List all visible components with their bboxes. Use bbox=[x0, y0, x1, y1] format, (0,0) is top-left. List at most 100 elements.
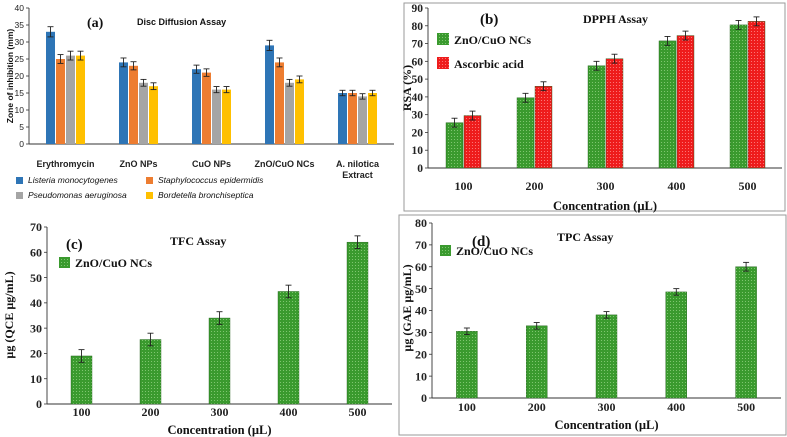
panel-d-tpc: 0 10 20 30 40 50 60 70 80 100 200 300 400 500 TPC Assa… bbox=[400, 216, 781, 432]
x-axis-label: Concentration (µL) bbox=[167, 423, 271, 437]
error-bar-bordetella-bronchiseptica-zno-cuo-ncs bbox=[296, 75, 303, 84]
y-tick-label: 40 bbox=[412, 92, 424, 104]
bar-zno-cuo-ncs-100 bbox=[445, 122, 464, 169]
x-tick-label: 500 bbox=[737, 400, 755, 414]
error-bar-zno-cuo-ncs-200 bbox=[147, 332, 154, 347]
x-tick-label: 200 bbox=[528, 400, 546, 414]
bar-zno-cuo-ncs-200 bbox=[139, 339, 162, 405]
error-bar-zno-cuo-ncs-200 bbox=[533, 322, 540, 330]
y-axis-label: µg (GAE µg/mL) bbox=[400, 264, 414, 351]
bar-bordetella-bronchiseptica-cuo-nps bbox=[222, 89, 231, 144]
error-bar-pseudomonas-aeruginosa-a-nilotica-extract bbox=[359, 93, 366, 100]
panel-d-frame bbox=[398, 214, 787, 436]
panel-tag: (a) bbox=[87, 16, 104, 31]
bar-zno-cuo-ncs-400 bbox=[665, 291, 687, 399]
y-tick-label: 50 bbox=[30, 271, 42, 285]
y-tick-label: 40 bbox=[30, 296, 42, 310]
legend-label-ascorbic-acid: Ascorbic acid bbox=[454, 57, 524, 71]
panel-b-frame bbox=[403, 2, 786, 212]
y-tick-label: 30 bbox=[415, 326, 427, 340]
legend-label-zno-cuo-ncs: ZnO/CuO NCs bbox=[456, 244, 533, 258]
y-tick-label: 50 bbox=[412, 74, 424, 86]
y-tick-label: 40 bbox=[15, 3, 25, 13]
y-tick-label: 60 bbox=[412, 56, 424, 68]
bar-listeria-monocytogenes-a-nilotica-extract bbox=[338, 93, 347, 144]
y-tick-label: 10 bbox=[412, 145, 424, 157]
bar-listeria-monocytogenes-erythromycin bbox=[46, 31, 55, 144]
panel-tag: (d) bbox=[472, 234, 490, 250]
x-tick-label: 500 bbox=[739, 179, 757, 193]
x-tick-label: 300 bbox=[597, 179, 615, 193]
y-tick-label: 30 bbox=[30, 321, 42, 335]
error-bar-bordetella-bronchiseptica-erythromycin bbox=[77, 50, 84, 61]
y-tick-label: 0 bbox=[36, 397, 42, 411]
error-bar-zno-cuo-ncs-200 bbox=[522, 92, 529, 103]
error-bar-zno-cuo-ncs-400 bbox=[664, 35, 671, 46]
error-bar-listeria-monocytogenes-cuo-nps bbox=[193, 64, 200, 74]
error-bar-zno-cuo-ncs-400 bbox=[285, 284, 292, 299]
bar-zno-cuo-ncs-400 bbox=[277, 291, 300, 405]
legend: Listeria monocytogenes Staphylococcus epi… bbox=[16, 175, 264, 200]
legend-label-listeria-monocytogenes: Listeria monocytogenes bbox=[28, 175, 119, 185]
panel-tag: (b) bbox=[480, 12, 498, 28]
error-bar-zno-cuo-ncs-100 bbox=[451, 117, 458, 128]
y-tick-label: 0 bbox=[417, 163, 423, 175]
bar-staphylococcus-epidermidis-cuo-nps bbox=[202, 72, 211, 144]
y-axis-label: µg (QCE µg/mL) bbox=[2, 271, 16, 358]
bar-pseudomonas-aeruginosa-erythromycin bbox=[66, 55, 75, 144]
error-bar-zno-cuo-ncs-100 bbox=[463, 327, 470, 336]
error-bar-zno-cuo-ncs-500 bbox=[354, 235, 361, 249]
legend-label-staphylococcus-epidermidis: Staphylococcus epidermidis bbox=[158, 175, 264, 185]
bar-pseudomonas-aeruginosa-a-nilotica-extract bbox=[358, 96, 367, 144]
x-tick-label: 400 bbox=[668, 179, 686, 193]
bar-zno-cuo-ncs-500 bbox=[346, 241, 369, 405]
error-bar-ascorbic-acid-500 bbox=[753, 16, 760, 27]
y-tick-label: 15 bbox=[15, 88, 25, 98]
x-axis-label: Concentration (µL) bbox=[553, 199, 657, 213]
x-tick-label: 100 bbox=[455, 179, 473, 193]
error-bar-zno-cuo-ncs-300 bbox=[603, 311, 610, 319]
bar-zno-cuo-ncs-200 bbox=[516, 97, 535, 169]
legend-swatch-zno-cuo-ncs bbox=[440, 245, 451, 256]
y-tick-label: 30 bbox=[15, 37, 25, 47]
y-axis-label: RSA (%) bbox=[400, 65, 414, 111]
bar-ascorbic-acid-100 bbox=[463, 115, 482, 169]
y-tick-label: 20 bbox=[15, 71, 25, 81]
bar-zno-cuo-ncs-300 bbox=[208, 317, 231, 405]
y-tick-label: 50 bbox=[415, 282, 427, 296]
error-bar-listeria-monocytogenes-erythromycin bbox=[47, 26, 54, 38]
error-bar-zno-cuo-ncs-300 bbox=[216, 311, 223, 325]
error-bar-zno-cuo-ncs-400 bbox=[673, 288, 680, 296]
y-tick-label: 10 bbox=[15, 105, 25, 115]
bar-pseudomonas-aeruginosa-zno-nps bbox=[139, 82, 148, 144]
bar-listeria-monocytogenes-cuo-nps bbox=[192, 69, 201, 144]
y-tick-label: 20 bbox=[415, 347, 427, 361]
panel-title: TPC Assay bbox=[557, 230, 613, 244]
error-bar-staphylococcus-epidermidis-erythromycin bbox=[57, 54, 64, 64]
bar-zno-cuo-ncs-100 bbox=[70, 355, 93, 405]
legend-label-bordetella-bronchiseptica: Bordetella bronchiseptica bbox=[158, 190, 254, 200]
x-tick-label: 200 bbox=[526, 179, 544, 193]
bar-zno-cuo-ncs-200 bbox=[526, 325, 548, 399]
error-bar-staphylococcus-epidermidis-cuo-nps bbox=[203, 68, 210, 77]
error-bar-bordetella-bronchiseptica-cuo-nps bbox=[223, 86, 230, 94]
bar-bordetella-bronchiseptica-zno-cuo-ncs bbox=[295, 79, 304, 144]
legend-swatch-ascorbic-acid bbox=[437, 57, 449, 69]
error-bar-zno-cuo-ncs-100 bbox=[78, 349, 85, 363]
y-tick-label: 80 bbox=[415, 216, 427, 230]
y-tick-label: 5 bbox=[19, 122, 24, 132]
y-tick-label: 60 bbox=[415, 260, 427, 274]
bar-ascorbic-acid-400 bbox=[676, 35, 695, 169]
error-bar-ascorbic-acid-400 bbox=[682, 30, 689, 41]
legend-swatch-bordetella-bronchiseptica bbox=[146, 192, 153, 199]
legend-label-zno-cuo-ncs: ZnO/CuO NCs bbox=[75, 256, 152, 270]
bar-zno-cuo-ncs-400 bbox=[658, 40, 677, 169]
panel-c-tfc: 0 10 20 30 40 50 60 70 100 200 300 400 500 TFC Assay (… bbox=[2, 220, 392, 437]
y-tick-label: 60 bbox=[30, 245, 42, 259]
error-bar-zno-cuo-ncs-500 bbox=[743, 261, 750, 272]
legend-swatch-staphylococcus-epidermidis bbox=[146, 177, 153, 184]
y-tick-label: 30 bbox=[412, 110, 424, 122]
bar-zno-cuo-ncs-500 bbox=[735, 266, 757, 399]
panel-title: DPPH Assay bbox=[583, 12, 648, 26]
legend-label-zno-cuo-ncs: ZnO/CuO NCs bbox=[454, 33, 531, 47]
